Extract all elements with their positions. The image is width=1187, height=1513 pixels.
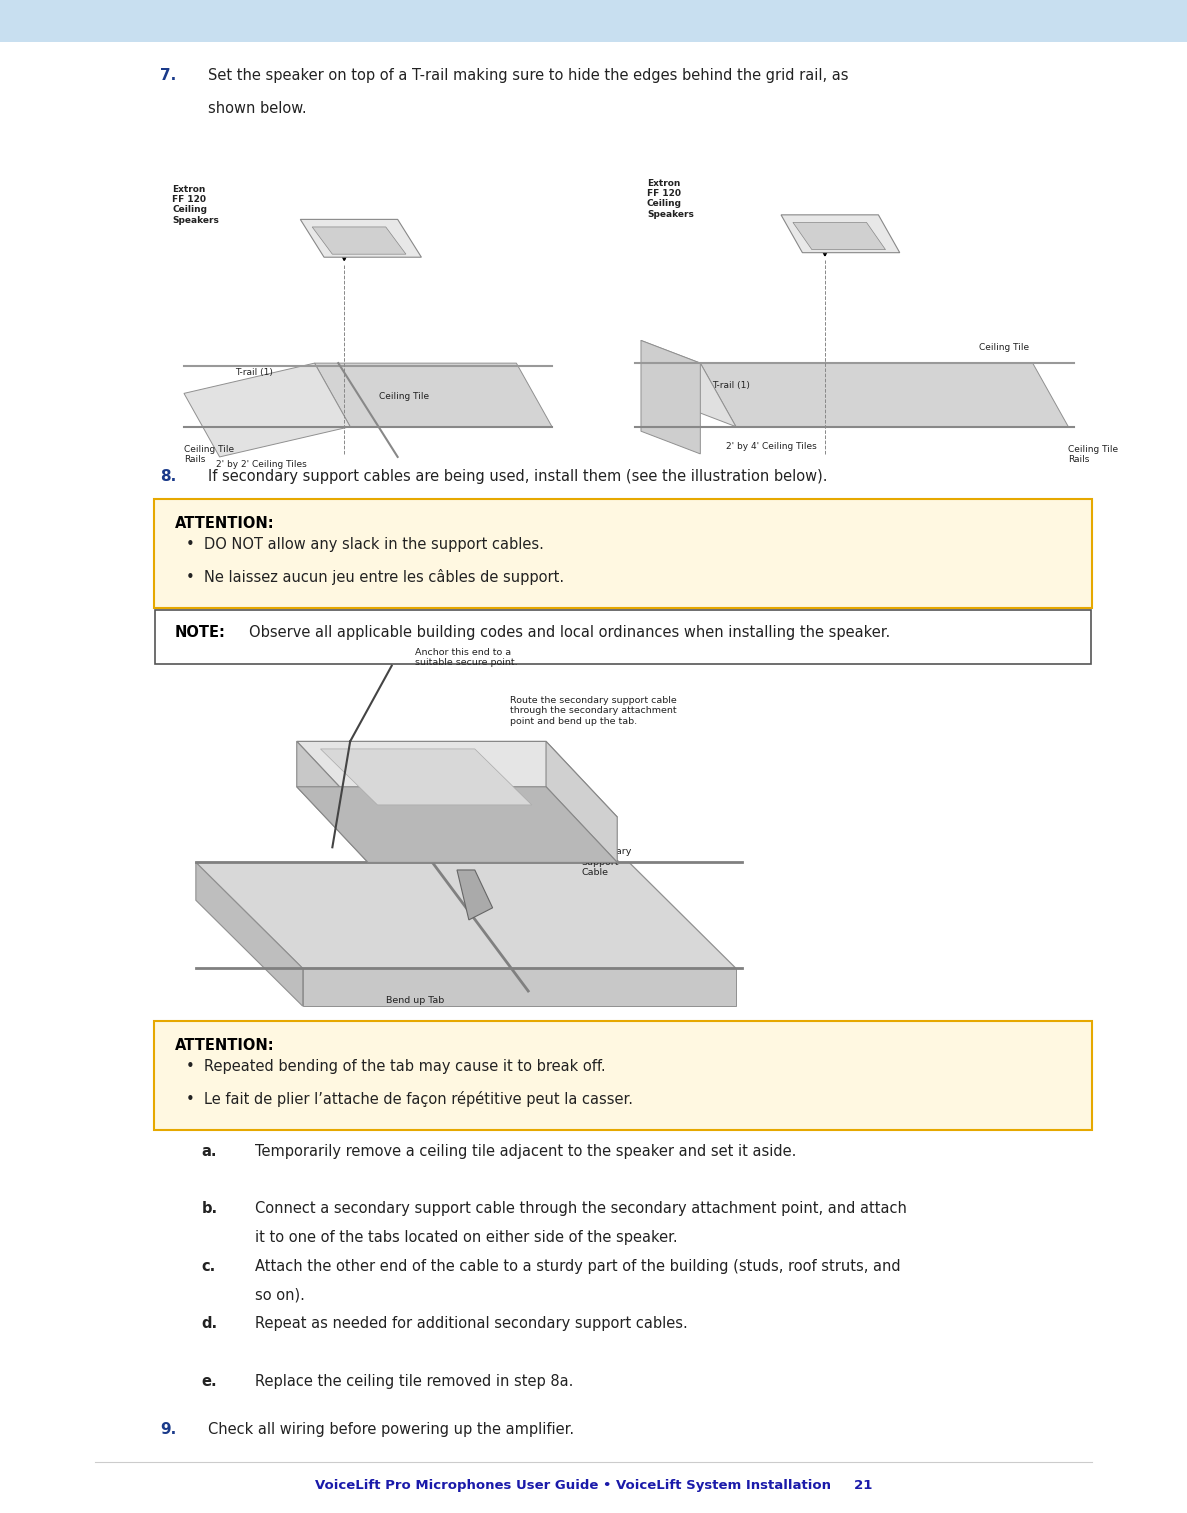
Text: T-rail (1): T-rail (1): [712, 381, 750, 390]
Text: Route the secondary support cable
through the secondary attachment
point and ben: Route the secondary support cable throug…: [510, 696, 677, 726]
Text: Repeat as needed for additional secondary support cables.: Repeat as needed for additional secondar…: [255, 1316, 688, 1331]
Text: Ceiling Tile
Rails: Ceiling Tile Rails: [1068, 445, 1118, 464]
Text: •  DO NOT allow any slack in the support cables.: • DO NOT allow any slack in the support …: [186, 537, 544, 552]
Text: Ceiling Tile: Ceiling Tile: [979, 343, 1029, 353]
Text: 7.: 7.: [160, 68, 177, 83]
Polygon shape: [297, 787, 617, 862]
Polygon shape: [297, 741, 617, 817]
Text: Replace the ceiling tile removed in step 8a.: Replace the ceiling tile removed in step…: [255, 1374, 573, 1389]
Polygon shape: [196, 862, 736, 968]
Text: NOTE:: NOTE:: [174, 625, 226, 640]
Text: a.: a.: [202, 1144, 217, 1159]
Text: Attach the other end of the cable to a sturdy part of the building (studs, roof : Attach the other end of the cable to a s…: [255, 1259, 901, 1274]
FancyBboxPatch shape: [0, 0, 1187, 42]
Polygon shape: [546, 741, 617, 862]
Text: e.: e.: [202, 1374, 217, 1389]
Polygon shape: [781, 215, 900, 253]
Polygon shape: [300, 219, 421, 257]
Text: •  Le fait de plier l’attache de façon répétitive peut la casser.: • Le fait de plier l’attache de façon ré…: [186, 1091, 634, 1108]
Polygon shape: [312, 227, 406, 254]
Text: If secondary support cables are being used, install them (see the illustration b: If secondary support cables are being us…: [208, 469, 827, 484]
Text: Extron
FF 120
Ceiling
Speakers: Extron FF 120 Ceiling Speakers: [172, 185, 218, 225]
Polygon shape: [793, 222, 886, 250]
Text: Check all wiring before powering up the amplifier.: Check all wiring before powering up the …: [208, 1422, 573, 1437]
Text: Ceiling Tile
Rails: Ceiling Tile Rails: [184, 445, 234, 464]
Text: shown below.: shown below.: [208, 101, 306, 117]
Text: •  Ne laissez aucun jeu entre les câbles de support.: • Ne laissez aucun jeu entre les câbles …: [186, 569, 565, 586]
Text: 2' by 4' Ceiling Tiles: 2' by 4' Ceiling Tiles: [726, 442, 817, 451]
Polygon shape: [297, 741, 368, 862]
Polygon shape: [641, 340, 700, 454]
Text: Secondary
Support
Cable: Secondary Support Cable: [582, 847, 631, 878]
Text: d.: d.: [202, 1316, 218, 1331]
Text: Ceiling Tile: Ceiling Tile: [379, 392, 429, 401]
FancyBboxPatch shape: [155, 610, 1091, 664]
Text: b.: b.: [202, 1201, 218, 1216]
Polygon shape: [641, 340, 736, 427]
FancyBboxPatch shape: [154, 499, 1092, 608]
Polygon shape: [184, 363, 350, 457]
Text: ATTENTION:: ATTENTION:: [174, 516, 274, 531]
Text: c.: c.: [202, 1259, 216, 1274]
Polygon shape: [457, 870, 493, 920]
Text: T-rail (1): T-rail (1): [235, 368, 273, 377]
Polygon shape: [303, 968, 736, 1006]
Text: 9.: 9.: [160, 1422, 177, 1437]
Polygon shape: [320, 749, 532, 805]
Text: 2' by 2' Ceiling Tiles: 2' by 2' Ceiling Tiles: [216, 460, 306, 469]
Polygon shape: [196, 862, 303, 1006]
Text: •  Repeated bending of the tab may cause it to break off.: • Repeated bending of the tab may cause …: [186, 1059, 607, 1074]
Text: Bend up Tab: Bend up Tab: [386, 996, 445, 1005]
Text: Temporarily remove a ceiling tile adjacent to the speaker and set it aside.: Temporarily remove a ceiling tile adjace…: [255, 1144, 796, 1159]
Text: so on).: so on).: [255, 1288, 305, 1303]
Text: 8.: 8.: [160, 469, 177, 484]
Text: it to one of the tabs located on either side of the speaker.: it to one of the tabs located on either …: [255, 1230, 678, 1245]
Text: Anchor this end to a
suitable secure point.: Anchor this end to a suitable secure poi…: [415, 648, 518, 667]
Text: ATTENTION:: ATTENTION:: [174, 1038, 274, 1053]
Text: Observe all applicable building codes and local ordinances when installing the s: Observe all applicable building codes an…: [249, 625, 890, 640]
Polygon shape: [315, 363, 552, 427]
Polygon shape: [700, 363, 1068, 427]
Text: Connect a secondary support cable through the secondary attachment point, and at: Connect a secondary support cable throug…: [255, 1201, 907, 1216]
FancyBboxPatch shape: [154, 1021, 1092, 1130]
Text: Set the speaker on top of a T-rail making sure to hide the edges behind the grid: Set the speaker on top of a T-rail makin…: [208, 68, 849, 83]
Text: VoiceLift Pro Microphones User Guide • VoiceLift System Installation     21: VoiceLift Pro Microphones User Guide • V…: [315, 1480, 872, 1492]
Text: Extron
FF 120
Ceiling
Speakers: Extron FF 120 Ceiling Speakers: [647, 179, 693, 219]
